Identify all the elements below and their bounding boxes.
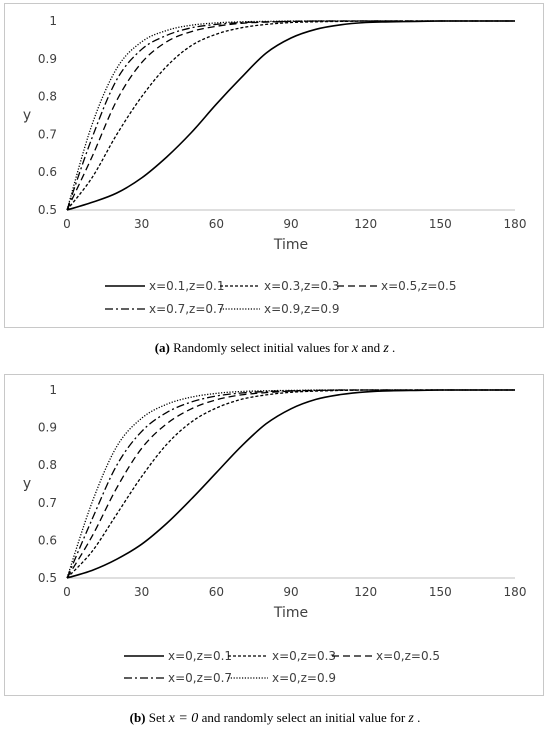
- legend-label-2: x=0,z=0.3: [272, 649, 336, 663]
- caption-a-var-z: z: [383, 341, 389, 356]
- series-line-3: [66, 20, 515, 211]
- y-tick-label: 0.8: [38, 90, 57, 104]
- y-tick-label: 0.9: [38, 52, 57, 66]
- x-tick-label: 90: [283, 217, 298, 231]
- series-line-5: [66, 20, 515, 211]
- x-tick-label: 180: [504, 217, 527, 231]
- legend-label-1: x=0,z=0.1: [168, 649, 232, 663]
- x-tick-label: 30: [134, 217, 149, 231]
- caption-b-prefix: Set: [145, 710, 169, 725]
- series-line-1: [66, 20, 515, 211]
- legend-label-3: x=0,z=0.5: [376, 649, 440, 663]
- legend-label-5: x=0.9,z=0.9: [264, 302, 340, 316]
- caption-b-var-z: z: [408, 711, 414, 726]
- y-tick-label: 0.9: [38, 421, 57, 435]
- x-tick-label: 180: [504, 585, 527, 599]
- x-tick-label: 0: [63, 217, 71, 231]
- legend-label-5: x=0,z=0.9: [272, 671, 336, 685]
- series-line-5: [66, 389, 515, 579]
- caption-a-mid: and: [358, 340, 384, 355]
- x-tick-label: 120: [354, 217, 377, 231]
- x-tick-label: 0: [63, 585, 71, 599]
- y-tick-label: 1: [49, 14, 57, 28]
- y-tick-label: 0.5: [38, 203, 57, 217]
- y-tick-label: 0.5: [38, 571, 57, 585]
- legend-label-2: x=0.3,z=0.3: [264, 279, 340, 293]
- caption-a-var-x: x: [351, 341, 359, 356]
- caption-b-expr: x = 0: [168, 711, 199, 726]
- x-tick-label: 150: [429, 585, 452, 599]
- x-tick-label: 30: [134, 585, 149, 599]
- legend-label-1: x=0.1,z=0.1: [149, 279, 225, 293]
- x-axis-title: Time: [273, 605, 308, 621]
- y-tick-label: 1: [49, 383, 57, 397]
- x-tick-label: 60: [209, 217, 224, 231]
- caption-a: (a) Randomly select initial values for x…: [0, 340, 550, 357]
- chart-panel-a: 0 30 60 90 120 150 180 0.5 0.6 0.7 0.8 0.9 1 Time y x=0…: [4, 3, 544, 328]
- y-axis-title: y: [23, 108, 31, 124]
- series-line-4: [66, 20, 515, 211]
- x-axis-title: Time: [273, 237, 308, 253]
- series-line-1: [66, 389, 515, 579]
- x-tick-label: 150: [429, 217, 452, 231]
- caption-a-prefix: Randomly select initial values for: [169, 340, 352, 355]
- legend-label-4: x=0,z=0.7: [168, 671, 232, 685]
- x-tick-label: 120: [354, 585, 377, 599]
- caption-b-label: (b): [129, 710, 146, 725]
- y-tick-label: 0.8: [38, 458, 57, 472]
- y-tick-label: 0.6: [38, 165, 57, 179]
- line-chart-b: 0 30 60 90 120 150 180 0.5 0.6 0.7 0.8 0.9 1 Time y x=0…: [23, 383, 527, 685]
- caption-a-label: (a): [154, 340, 170, 355]
- caption-b-suffix: .: [417, 710, 421, 725]
- caption-a-suffix: .: [392, 340, 396, 355]
- y-tick-label: 0.7: [38, 127, 57, 141]
- caption-b-mid: and randomly select an initial value for: [198, 710, 409, 725]
- series-line-2: [66, 20, 515, 211]
- y-tick-label: 0.6: [38, 533, 57, 547]
- x-tick-label: 90: [283, 585, 298, 599]
- legend-label-4: x=0.7,z=0.7: [149, 302, 225, 316]
- chart-panel-b: 0 30 60 90 120 150 180 0.5 0.6 0.7 0.8 0.9 1 Time y x=0…: [4, 374, 544, 696]
- y-tick-label: 0.7: [38, 496, 57, 510]
- y-axis-title: y: [23, 476, 31, 492]
- legend-label-3: x=0.5,z=0.5: [381, 279, 457, 293]
- line-chart-a: 0 30 60 90 120 150 180 0.5 0.6 0.7 0.8 0.9 1 Time y x=0…: [23, 14, 527, 316]
- x-tick-label: 60: [209, 585, 224, 599]
- caption-b: (b) Set x = 0 and randomly select an ini…: [0, 710, 550, 727]
